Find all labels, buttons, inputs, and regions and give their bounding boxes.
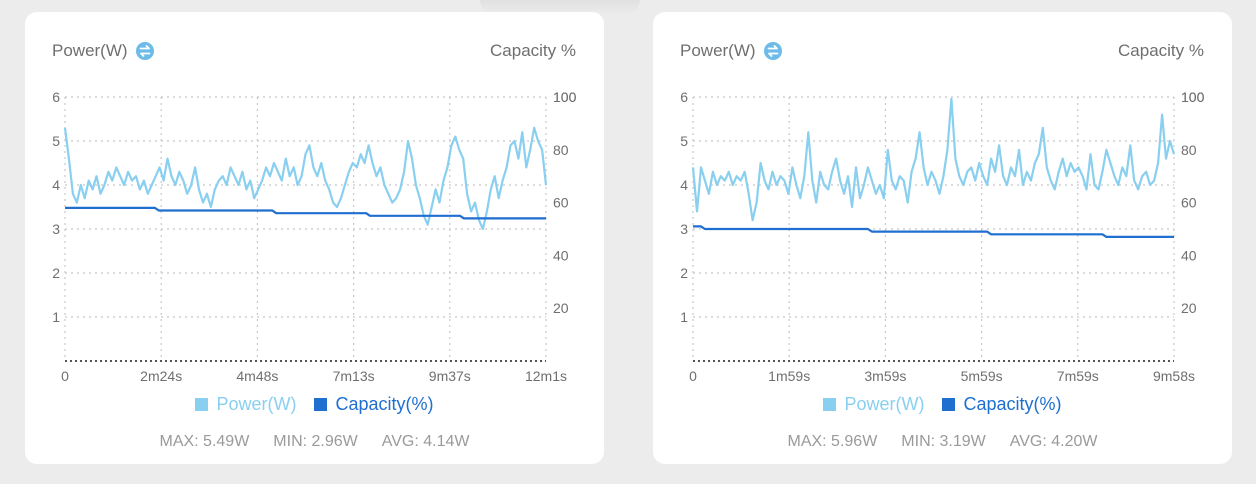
y-left-tick-label: 2 <box>52 265 60 281</box>
legend-label-power: Power(W) <box>216 394 297 414</box>
legend-item-capacity[interactable]: Capacity(%) <box>314 394 434 415</box>
stat-avg: AVG: 4.14W <box>381 433 470 450</box>
y-left-tick-label: 3 <box>680 221 688 237</box>
y-left-tick-label: 2 <box>680 265 688 281</box>
top-shadow <box>480 0 640 14</box>
y-left-tick-label: 1 <box>680 309 688 325</box>
power-chart-card: Power(W) Capacity % 1 2 3 4 5 6 20 40 60 80 100 100… <box>25 12 604 464</box>
y-right-tick-label: 20 <box>1181 300 1197 316</box>
y-right-tick-label: 80 <box>1181 142 1197 158</box>
legend-swatch-capacity <box>942 398 956 411</box>
x-tick-label: 1m59s <box>768 368 810 384</box>
y-right-tick-label: 40 <box>1181 247 1197 263</box>
swap-vertical-icon[interactable] <box>135 42 154 60</box>
capacity-series-line <box>65 206 546 220</box>
y-left-tick-label: 3 <box>52 221 60 237</box>
y-right-tick-label: 60 <box>1181 195 1197 211</box>
y-left-tick-label: 6 <box>680 89 688 105</box>
y-left-tick-label: 4 <box>680 177 688 193</box>
y-left-tick-label: 6 <box>52 89 60 105</box>
x-tick-label: 0 <box>61 368 69 384</box>
legend-item-power[interactable]: Power(W) <box>195 394 296 415</box>
legend-item-power[interactable]: Power(W) <box>823 394 924 415</box>
legend-label-power: Power(W) <box>844 394 925 414</box>
capacity-axis-title: Capacity % <box>1118 41 1204 60</box>
x-tick-label: 0 <box>689 368 697 384</box>
x-tick-label: 7m59s <box>1057 368 1099 384</box>
y-right-tick-label: 100 <box>553 89 577 105</box>
x-tick-label: 3m59s <box>864 368 906 384</box>
y-left-tick-label: 4 <box>52 177 60 193</box>
x-tick-label: 5m59s <box>961 368 1003 384</box>
y-right-tick-label: 100 <box>1181 89 1205 105</box>
power-series-line <box>63 126 548 231</box>
chart-legend: Power(W) Capacity(%) <box>653 394 1232 415</box>
power-label: Power(W) <box>52 41 128 60</box>
x-tick-label: 12m1s <box>525 368 567 384</box>
power-label: Power(W) <box>680 41 756 60</box>
chart-legend: Power(W) Capacity(%) <box>25 394 604 415</box>
y-right-tick-label: 80 <box>553 142 569 158</box>
legend-swatch-capacity <box>314 398 328 411</box>
power-stats: MAX: 5.49W MIN: 2.96W AVG: 4.14W <box>25 433 604 451</box>
legend-label-capacity: Capacity(%) <box>963 394 1062 414</box>
power-chart-card: Power(W) Capacity % 1 2 3 4 5 6 20 40 60 80 100 100… <box>653 12 1232 464</box>
capacity-axis-title: Capacity % <box>490 41 576 60</box>
y-right-tick-label: 100 <box>1181 89 1205 105</box>
y-right-tick-label: 100 <box>553 89 577 105</box>
capacity-series-line <box>693 225 1174 238</box>
stat-max: MAX: 5.96W <box>787 433 878 450</box>
y-right-tick-label: 40 <box>553 247 569 263</box>
x-tick-label: 9m37s <box>429 368 471 384</box>
stat-avg: AVG: 4.20W <box>1009 433 1098 450</box>
y-right-tick-label: 60 <box>553 195 569 211</box>
x-tick-label: 7m13s <box>333 368 375 384</box>
stat-min: MIN: 3.19W <box>901 433 986 450</box>
y-left-tick-label: 5 <box>52 133 60 149</box>
swap-vertical-icon[interactable] <box>763 42 782 60</box>
legend-label-capacity: Capacity(%) <box>335 394 434 414</box>
y-left-tick-label: 5 <box>680 133 688 149</box>
stat-max: MAX: 5.49W <box>159 433 250 450</box>
x-tick-label: 4m48s <box>236 368 278 384</box>
power-stats: MAX: 5.96W MIN: 3.19W AVG: 4.20W <box>653 433 1232 451</box>
legend-item-capacity[interactable]: Capacity(%) <box>942 394 1062 415</box>
legend-swatch-power <box>823 398 837 411</box>
y-left-tick-label: 1 <box>52 309 60 325</box>
x-tick-label: 9m58s <box>1153 368 1195 384</box>
power-series-line <box>691 97 1176 222</box>
y-right-tick-label: 20 <box>553 300 569 316</box>
power-axis-title: Power(W) <box>680 41 782 61</box>
x-tick-label: 2m24s <box>140 368 182 384</box>
stat-min: MIN: 2.96W <box>273 433 358 450</box>
power-axis-title: Power(W) <box>52 41 154 61</box>
legend-swatch-power <box>195 398 209 411</box>
